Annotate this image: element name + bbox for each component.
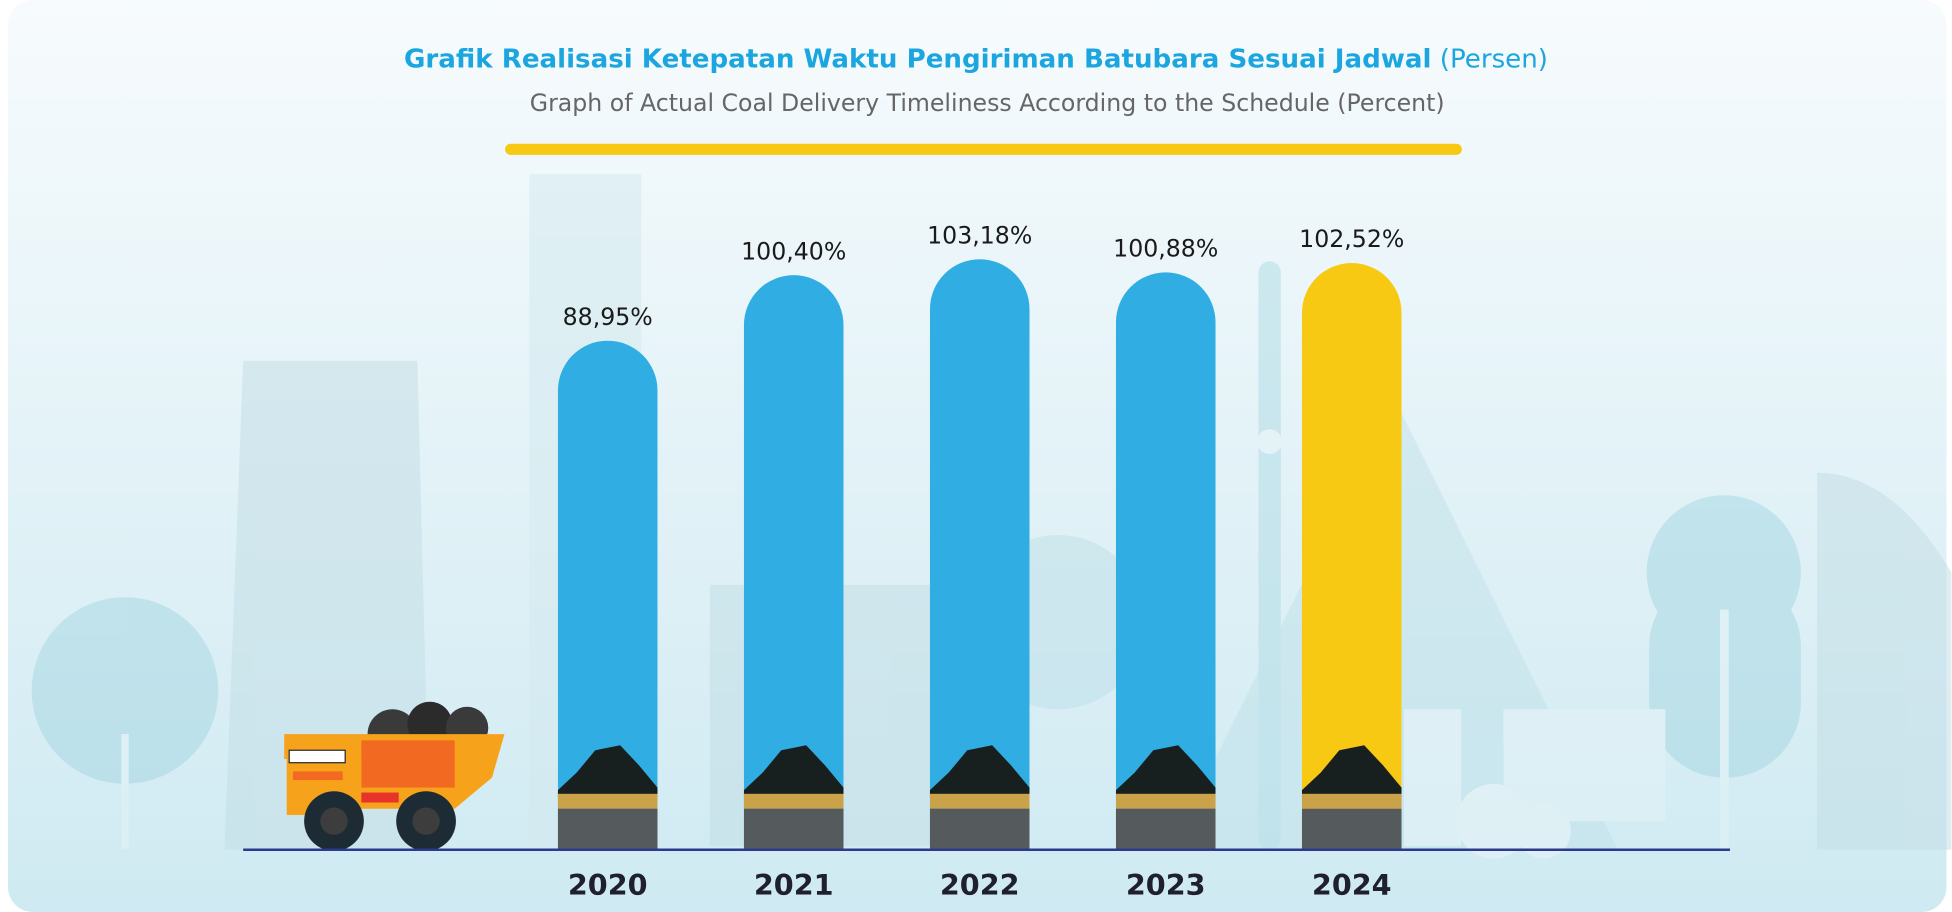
title-main: Grafik Realisasi Ketepatan Waktu Pengiri… xyxy=(404,44,1431,74)
chart: Grafik Realisasi Ketepatan Waktu Pengiri… xyxy=(0,0,1952,912)
page: {"chart_data": {"type": "bar", "title": … xyxy=(0,0,1952,912)
soil-layer xyxy=(1116,794,1216,809)
x-tick-label: 2020 xyxy=(568,868,648,902)
soil-layer xyxy=(744,794,844,809)
value-label: 102,52% xyxy=(1299,225,1404,253)
x-tick-label: 2022 xyxy=(940,868,1020,902)
title-unit: (Persen) xyxy=(1440,44,1548,74)
value-label: 103,18% xyxy=(927,221,1032,249)
soil-layer xyxy=(558,794,658,809)
rock-layer xyxy=(744,809,844,850)
value-label: 100,40% xyxy=(741,237,846,265)
soil-layer xyxy=(930,794,1030,809)
value-label: 100,88% xyxy=(1113,235,1218,263)
rock-layer xyxy=(1302,809,1402,850)
rock-layer xyxy=(1116,809,1216,850)
soil-layer xyxy=(1302,794,1402,809)
value-label: 88,95% xyxy=(563,303,653,331)
chart-subtitle: Graph of Actual Coal Delivery Timeliness… xyxy=(530,89,1445,117)
chart-title: Grafik Realisasi Ketepatan Waktu Pengiri… xyxy=(404,44,1548,74)
rock-layer xyxy=(930,809,1030,850)
x-tick-label: 2021 xyxy=(754,868,834,902)
x-tick-label: 2024 xyxy=(1312,868,1392,902)
x-tick-label: 2023 xyxy=(1126,868,1206,902)
rock-layer xyxy=(558,809,658,850)
